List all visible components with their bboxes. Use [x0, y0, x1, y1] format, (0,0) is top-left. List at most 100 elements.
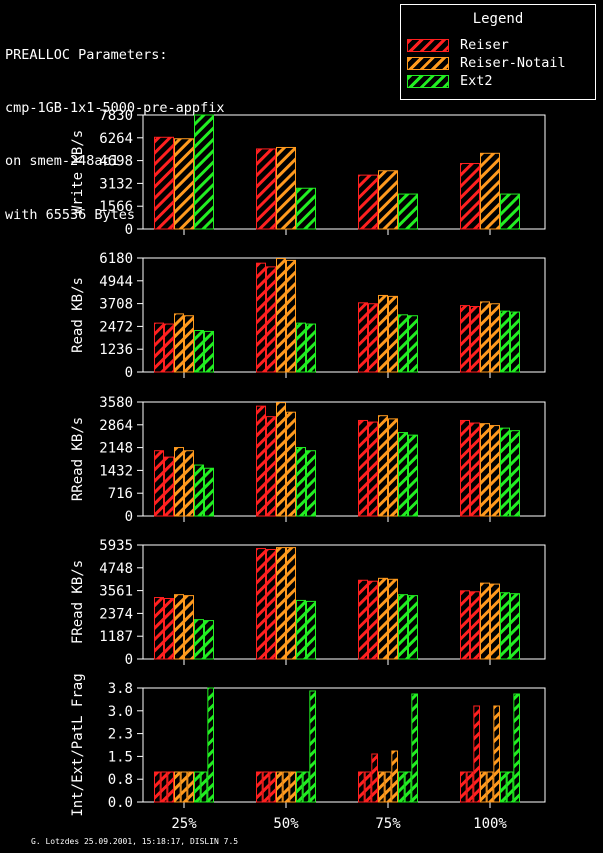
bar-reiser-75 — [368, 580, 378, 660]
y-tick-label: 3708 — [99, 297, 133, 313]
y-tick-label: 0 — [125, 509, 133, 525]
bar-ext2-75 — [398, 771, 405, 803]
bar-ext2-100 — [506, 771, 514, 803]
y-tick-label: 3.0 — [108, 704, 133, 720]
x-tick-label: 25% — [171, 816, 197, 832]
bar-ext2-100 — [510, 430, 520, 517]
bar-reiser-notail-75 — [378, 415, 388, 517]
plot-frame — [142, 114, 546, 230]
title-line-4: with 65536 Bytes — [5, 206, 136, 223]
bar-ext2-25 — [207, 687, 214, 803]
y-tick-label: 2864 — [99, 418, 133, 434]
bar-reiser-notail-50 — [286, 547, 296, 660]
bar-reiser-notail-25 — [174, 447, 184, 517]
bar-ext2-75 — [408, 315, 418, 373]
bar-reiser-notail-100 — [490, 583, 500, 660]
y-tick-label: 0 — [125, 652, 133, 668]
bar-ext2-100 — [510, 593, 520, 660]
bar-ext2-50 — [296, 771, 303, 803]
bar-ext2-75 — [398, 594, 408, 660]
bar-ext2-75 — [408, 595, 418, 660]
y-tick-label: 0.8 — [108, 772, 133, 788]
bar-reiser-notail-100 — [490, 425, 500, 517]
bar-reiser-notail-75 — [378, 294, 388, 373]
bar-reiser-25 — [164, 597, 174, 660]
x-tick-label: 50% — [273, 816, 299, 832]
y-tick-label: 1566 — [99, 199, 133, 215]
bar-ext2-50 — [302, 771, 310, 803]
y-axis-label: Read KB/s — [70, 277, 86, 353]
bar-ext2-100 — [510, 311, 520, 373]
legend-swatch-ext2 — [407, 75, 449, 88]
y-tick-label: 7830 — [99, 108, 133, 124]
legend-label-reiser-notail: Reiser-Notail — [460, 55, 566, 71]
bar-reiser-notail-50 — [276, 146, 296, 230]
legend-label-ext2: Ext2 — [460, 73, 493, 89]
bar-reiser-notail-75 — [388, 295, 398, 373]
bar-reiser-notail-75 — [388, 418, 398, 517]
bar-ext2-100 — [500, 771, 507, 803]
bar-reiser-notail-100 — [480, 771, 487, 803]
bar-reiser-notail-100 — [480, 423, 490, 517]
bar-reiser-25 — [164, 323, 174, 373]
plot-frame — [142, 687, 546, 803]
bar-reiser-notail-100 — [480, 582, 490, 660]
bar-reiser-100 — [460, 419, 470, 517]
bar-ext2-100 — [500, 310, 510, 373]
bar-reiser-notail-25 — [184, 450, 194, 517]
bar-ext2-25 — [194, 464, 204, 517]
bar-ext2-50 — [296, 599, 306, 660]
bar-reiser-notail-25 — [184, 315, 194, 373]
title-line-1: PREALLOC Parameters: — [5, 46, 168, 63]
y-axis-label: FRead KB/s — [70, 560, 86, 644]
bar-ext2-25 — [194, 771, 201, 803]
legend-label-reiser: Reiser — [460, 37, 509, 53]
bar-reiser-notail-50 — [286, 411, 296, 517]
bar-reiser-25 — [160, 771, 168, 803]
y-tick-label: 2.3 — [108, 727, 133, 743]
bar-reiser-50 — [266, 416, 276, 517]
legend: Legend Reiser Reiser-Notail Ext2 — [400, 4, 596, 100]
chart-panel-int-ext-patl-frag: 0.0 0.8 1.5 2.3 3.0 3.8 Int/Ext/PatL Frag — [70, 673, 546, 817]
bar-reiser-notail-75 — [391, 750, 399, 803]
bar-reiser-75 — [358, 419, 368, 517]
legend-swatch-reiser — [407, 39, 449, 52]
bar-ext2-50 — [306, 600, 316, 660]
y-tick-label: 1.5 — [108, 749, 133, 765]
bar-ext2-75 — [398, 193, 418, 230]
y-axis-label: Int/Ext/PatL Frag — [70, 673, 86, 816]
bar-ext2-50 — [296, 322, 306, 373]
bar-ext2-50 — [309, 690, 317, 803]
bar-reiser-50 — [266, 549, 276, 660]
bar-reiser-notail-100 — [493, 705, 501, 803]
title-line-2: cmp-1GB-1x1-5000-pre-appfix — [5, 99, 225, 116]
bar-reiser-50 — [256, 771, 263, 803]
y-tick-label: 6180 — [99, 251, 133, 267]
y-tick-label: 0 — [125, 222, 133, 238]
bar-reiser-notail-75 — [388, 578, 398, 660]
y-tick-label: 716 — [108, 486, 133, 502]
bar-reiser-100 — [460, 305, 470, 373]
bar-reiser-notail-50 — [286, 259, 296, 373]
bar-reiser-75 — [358, 579, 368, 660]
chart-title: PREALLOC Parameters: cmp-1GB-1x1-5000-pr… — [5, 11, 224, 242]
bar-reiser-50 — [269, 771, 277, 803]
y-tick-label: 1236 — [99, 342, 133, 358]
bar-ext2-50 — [296, 447, 306, 517]
bar-reiser-25 — [164, 456, 174, 517]
bar-reiser-25 — [154, 597, 164, 660]
bar-ext2-50 — [306, 450, 316, 517]
y-tick-label: 4748 — [99, 561, 133, 577]
bar-ext2-50 — [306, 323, 316, 373]
bar-ext2-25 — [194, 329, 204, 373]
y-tick-label: 0 — [125, 365, 133, 381]
bar-reiser-100 — [466, 771, 474, 803]
chart-panel-fread-kb-s: 0 1187 2374 3561 4748 5935 FRead KB/s — [70, 538, 546, 668]
bar-reiser-notail-100 — [480, 301, 490, 373]
bar-reiser-75 — [368, 303, 378, 373]
bar-reiser-notail-25 — [174, 313, 184, 373]
bar-ext2-75 — [408, 434, 418, 517]
bar-reiser-100 — [470, 591, 480, 660]
y-axis-label: Write KB/s — [70, 130, 86, 214]
